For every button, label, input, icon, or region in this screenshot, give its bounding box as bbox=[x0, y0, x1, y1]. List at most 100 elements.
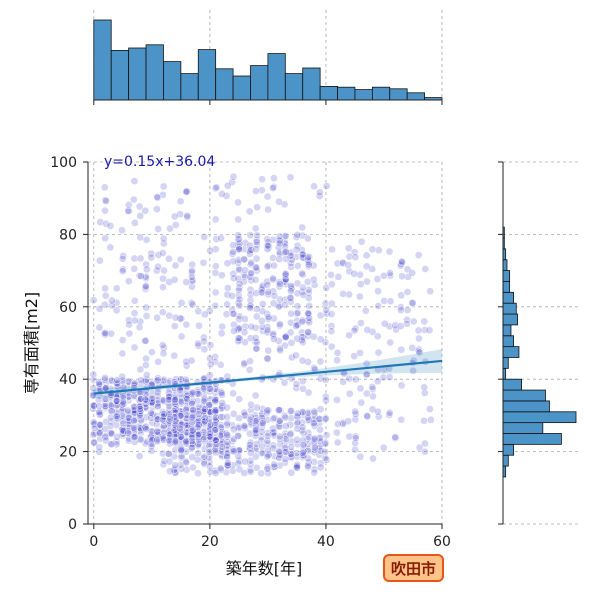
scatter-point bbox=[223, 419, 232, 428]
scatter-point bbox=[380, 319, 389, 328]
scatter-point bbox=[253, 231, 261, 240]
scatter-point bbox=[339, 290, 347, 298]
scatter-point bbox=[426, 405, 434, 413]
scatter-point bbox=[235, 235, 243, 243]
y-tick-label: 20 bbox=[59, 445, 77, 461]
scatter-point bbox=[119, 399, 128, 408]
scatter-point bbox=[143, 437, 151, 446]
scatter-point bbox=[350, 352, 359, 361]
scatter-point bbox=[374, 302, 383, 310]
scatter-point bbox=[101, 395, 110, 403]
scatter-point bbox=[276, 280, 284, 288]
scatter-point bbox=[270, 462, 279, 471]
scatter-point bbox=[264, 346, 273, 355]
scatter-point bbox=[362, 370, 371, 379]
scatter-point bbox=[287, 407, 296, 415]
scatter-point bbox=[96, 218, 105, 226]
scatter-point bbox=[142, 361, 150, 369]
scatter-point bbox=[224, 461, 232, 470]
scatter-point bbox=[171, 437, 180, 446]
scatter-point bbox=[362, 262, 371, 271]
y-hist-bar bbox=[502, 346, 520, 358]
scatter-point bbox=[200, 394, 209, 403]
city-badge-box bbox=[383, 554, 444, 582]
scatter-point bbox=[264, 241, 273, 250]
scatter-point bbox=[235, 414, 243, 423]
scatter-point bbox=[245, 207, 254, 216]
x-hist-bar bbox=[319, 86, 338, 101]
scatter-point bbox=[339, 378, 347, 386]
scatter-point bbox=[345, 374, 354, 383]
scatter-point bbox=[344, 261, 353, 269]
scatter-point bbox=[263, 354, 272, 363]
scatter-point bbox=[263, 452, 272, 461]
scatter-point bbox=[322, 305, 331, 314]
scatter-point bbox=[188, 443, 196, 452]
city-badge-label: 吹田市 bbox=[391, 560, 436, 578]
scatter-point bbox=[229, 172, 238, 181]
scatter-point bbox=[270, 460, 279, 469]
scatter-point bbox=[188, 266, 196, 275]
scatter-point bbox=[187, 430, 196, 439]
scatter-point bbox=[421, 265, 430, 273]
scatter-point bbox=[230, 309, 238, 318]
scatter-point bbox=[124, 277, 133, 285]
x-hist-bar bbox=[232, 75, 251, 101]
scatter-point bbox=[230, 327, 238, 335]
scatter-point bbox=[315, 419, 324, 428]
scatter-point bbox=[188, 388, 197, 397]
regression-line bbox=[93, 359, 442, 395]
y-hist-bar bbox=[502, 433, 562, 445]
y-hist-bar bbox=[502, 389, 546, 402]
scatter-point bbox=[158, 308, 167, 317]
scatter-point bbox=[299, 384, 307, 393]
x-hist-bar bbox=[128, 47, 147, 101]
scatter-point bbox=[246, 231, 255, 239]
scatter-point bbox=[385, 322, 394, 331]
top-hist-ticks bbox=[93, 100, 443, 105]
scatter-point bbox=[89, 418, 98, 427]
scatter-point bbox=[263, 192, 272, 201]
scatter-point bbox=[421, 447, 429, 456]
scatter-point bbox=[153, 376, 162, 385]
scatter-point bbox=[130, 433, 139, 442]
x-hist-bar bbox=[215, 68, 234, 101]
scatter-point bbox=[205, 448, 214, 456]
scatter-point bbox=[293, 334, 302, 343]
scatter-point bbox=[298, 317, 307, 326]
scatter-point bbox=[229, 425, 238, 434]
scatter-point bbox=[100, 183, 109, 192]
scatter-point bbox=[281, 455, 290, 463]
x-ticks: 0 20 40 60 bbox=[89, 524, 451, 550]
y-axis-title: 専有面積[m2] bbox=[22, 292, 41, 394]
scatter-point bbox=[363, 326, 372, 334]
scatter-point bbox=[189, 463, 197, 472]
scatter-point bbox=[397, 260, 406, 269]
scatter-point bbox=[159, 283, 167, 291]
scatter-point bbox=[281, 232, 290, 240]
scatter-point bbox=[194, 339, 202, 348]
scatter-point bbox=[281, 448, 290, 456]
y-hist-bar bbox=[502, 422, 544, 434]
scatter-point bbox=[176, 411, 185, 420]
scatter-point bbox=[316, 463, 325, 472]
scatter-point bbox=[299, 270, 307, 279]
scatter-point bbox=[258, 281, 267, 290]
scatter-point bbox=[211, 469, 220, 477]
scatter-point bbox=[159, 449, 167, 458]
scatter-point bbox=[275, 447, 284, 456]
scatter-point bbox=[228, 437, 237, 446]
scatter-point bbox=[398, 272, 406, 281]
scatter-point bbox=[153, 313, 161, 322]
y-hist-bar bbox=[502, 302, 517, 315]
scatter-point bbox=[327, 342, 336, 351]
scatter-point bbox=[333, 356, 341, 365]
scatter-point bbox=[124, 406, 132, 415]
scatter-point bbox=[385, 373, 394, 382]
scatter-point bbox=[142, 312, 151, 320]
scatter-point bbox=[124, 429, 132, 437]
scatter-point bbox=[147, 447, 156, 455]
scatter-point bbox=[316, 335, 325, 344]
x-hist-bar bbox=[354, 89, 373, 101]
scatter-point bbox=[356, 270, 364, 279]
